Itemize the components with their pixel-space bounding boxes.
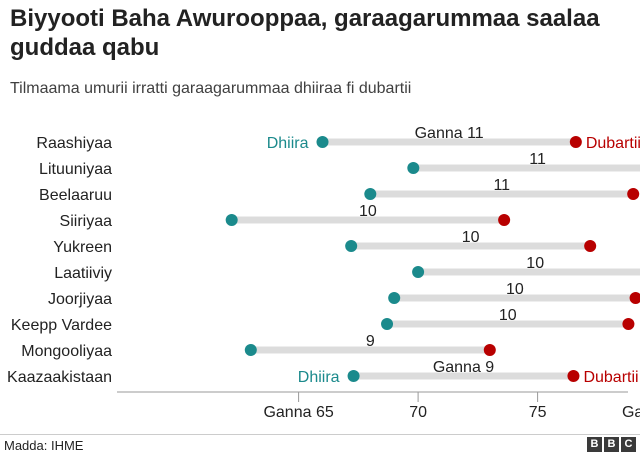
male-point (381, 318, 394, 330)
chart-title: Biyyooti Baha Awurooppaa, garaagarummaa … (10, 5, 600, 61)
source-note: Madda: IHME (4, 438, 84, 453)
female-point (622, 318, 635, 330)
dumbbell-chart: Ganna 65 70 75 Ganna 80 Raashiyaa Ganna 11 Dhi… (7, 125, 640, 421)
male-point (316, 136, 329, 148)
country-label: Yukreen (53, 239, 112, 256)
male-series-label: Dhiira (298, 369, 340, 386)
country-label: Raashiyaa (36, 135, 112, 152)
gap-label: 10 (506, 281, 524, 298)
bbc-logo: B B C (587, 437, 636, 452)
male-series-label: Dhiira (267, 135, 309, 152)
logo-letter-b2: B (604, 437, 619, 452)
gap-label: 10 (526, 255, 544, 272)
country-label: Beelaaruu (39, 187, 112, 204)
logo-letter-c: C (621, 437, 636, 452)
gap-label: Ganna 11 (415, 125, 484, 142)
gap-label: 10 (462, 229, 480, 246)
female-point (584, 240, 597, 252)
gap-label: 10 (359, 203, 377, 220)
gap-label: 11 (493, 177, 510, 194)
female-point (567, 370, 580, 382)
footer-divider (0, 434, 640, 435)
country-label: Laatiiviy (54, 265, 112, 282)
female-series-label: Dubartii (586, 135, 640, 152)
gap-label: 11 (529, 151, 546, 168)
country-label: Kaazaakistaan (7, 369, 112, 386)
country-label: Keepp Vardee (11, 317, 112, 334)
country-label: Siiriyaa (60, 213, 113, 230)
chart-subtitle: Tilmaama umurii irratti garaagarummaa dh… (10, 80, 412, 97)
male-point (407, 162, 420, 174)
male-point (388, 292, 401, 304)
country-label: Mongooliyaa (21, 343, 112, 360)
logo-letter-b1: B (587, 437, 602, 452)
female-point (483, 344, 496, 356)
male-point (225, 214, 238, 226)
male-point (412, 266, 425, 278)
female-point (569, 136, 582, 148)
male-point (347, 370, 360, 382)
female-series-label: Dubartii (583, 369, 638, 386)
gap-label: 10 (499, 307, 517, 324)
x-tick-label: 70 (409, 404, 427, 421)
female-point (498, 214, 511, 226)
gap-label: 9 (366, 333, 375, 350)
male-point (345, 240, 358, 252)
x-tick-label: Ganna 80 (622, 404, 640, 421)
male-point (244, 344, 257, 356)
gap-label: Ganna 9 (433, 359, 494, 376)
female-point (629, 292, 640, 304)
x-tick-label: 75 (529, 404, 547, 421)
country-label: Lituuniyaa (39, 161, 112, 178)
female-point (627, 188, 640, 200)
x-tick-label: Ganna 65 (263, 404, 333, 421)
male-point (364, 188, 377, 200)
country-label: Joorjiyaa (48, 291, 112, 308)
